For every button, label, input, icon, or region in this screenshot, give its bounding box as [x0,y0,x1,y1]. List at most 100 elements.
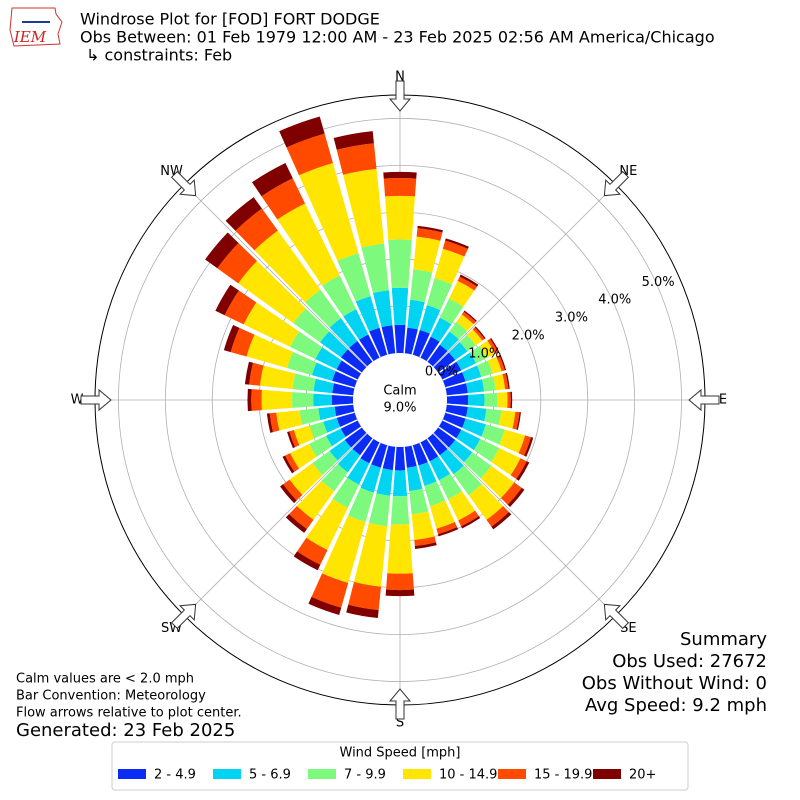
logo-text: IEM [13,28,47,46]
bar-segment [332,383,355,396]
bar-segment [416,228,443,241]
bar-segment [299,408,321,425]
bar-segment [456,314,474,331]
bar-segment [433,427,456,448]
bar-segment [313,393,333,407]
bar-segment [456,352,477,371]
radial-tick-label: 3.0% [555,311,588,326]
bar-segment [507,391,511,409]
bar-segment [332,477,360,508]
bar-segment [490,337,500,353]
bar-segment [457,276,478,291]
bar-segment [387,524,413,574]
bar-segment [472,327,485,341]
bar-segment [507,487,525,508]
bar-segment [223,324,240,353]
bar-segment [388,239,412,289]
bar-segment [466,406,487,422]
bar-segment [404,445,417,468]
bar-segment [343,168,385,248]
bar-segment [348,581,382,611]
bar-segment [312,450,338,476]
bar-segment [448,342,468,361]
bar-segment [502,373,509,390]
bar-segment [427,344,448,367]
bar-segment [296,480,335,520]
bar-segment [334,404,355,417]
bar-segment [346,604,379,619]
bar-segment [406,466,423,492]
polar-plot [94,94,706,706]
bar-segment [244,361,254,385]
bar-segment [225,197,262,231]
bar-segment [282,455,295,474]
bar-segment [269,412,280,433]
bar-segment [410,269,433,303]
radial-tick-label: 4.0% [598,293,631,308]
bar-segment [348,487,374,522]
bar-segment [467,393,485,407]
bar-segment [459,274,479,287]
legend-label: 5 - 6.9 [249,768,291,783]
bar-segment [280,484,297,504]
radial-tick-label: 2.0% [512,329,545,344]
flow-arrow-shape [603,170,630,197]
logo: IEM [9,7,63,47]
compass-label: N [395,70,405,85]
bar-segment [347,458,370,485]
flow-arrow [80,388,112,412]
bar-segment [326,428,346,447]
bar-segment [481,376,496,392]
bar-segment [418,462,437,486]
bar-segment [360,438,380,464]
bar-segment [442,240,468,257]
legend-title: Wind Speed [mph] [340,746,461,761]
bar-segment [279,116,325,148]
legend-label: 15 - 19.9 [534,768,592,783]
note: Calm values are < 2.0 mph [16,672,194,687]
bar-segment [329,318,358,348]
bar-segment [429,456,451,481]
bar-segment [466,379,485,394]
legend-label: 2 - 4.9 [154,768,196,783]
flow-arrow-shape [388,688,412,720]
bar-segment [290,443,317,469]
flow-arrow [388,80,412,112]
bar-segment [487,338,499,355]
bar-segment [414,542,437,549]
bar-segment [412,329,430,358]
radial-grid-line [184,184,401,401]
bar-segment [266,413,274,433]
bar-segment [414,536,437,547]
bar-segment [411,511,435,541]
bar-segment [286,133,333,176]
bar-segment [390,495,410,525]
bar-segment [322,275,357,317]
bar-segment [331,395,354,405]
radial-grid-line [399,399,616,616]
flow-arrow [388,688,412,720]
bar-segment [287,431,296,449]
bar-segment [277,203,340,286]
radial-tick-label: 1.0% [468,347,501,362]
bar-segment [368,493,391,527]
bar-segment [293,551,321,571]
bar-segment [238,260,306,324]
logo-outline [9,7,63,47]
legend-swatch [118,769,146,779]
bar-segment [215,284,239,316]
bar-segment [329,439,352,461]
bar-segment [230,327,255,357]
bar-segment [311,573,349,608]
bar-segment [446,395,469,405]
bar-segment [466,329,483,346]
summary-line: Obs Used: 27672 [612,651,767,672]
flow-arrow-shape [80,388,112,412]
bar-segment [293,425,315,446]
bar-segment [438,420,462,439]
flow-arrow-shape [388,80,412,112]
flow-arrow [603,603,630,630]
note: Flow arrows relative to plot center. [16,706,242,721]
bar-segment [261,389,293,411]
bar-segment [456,429,481,451]
